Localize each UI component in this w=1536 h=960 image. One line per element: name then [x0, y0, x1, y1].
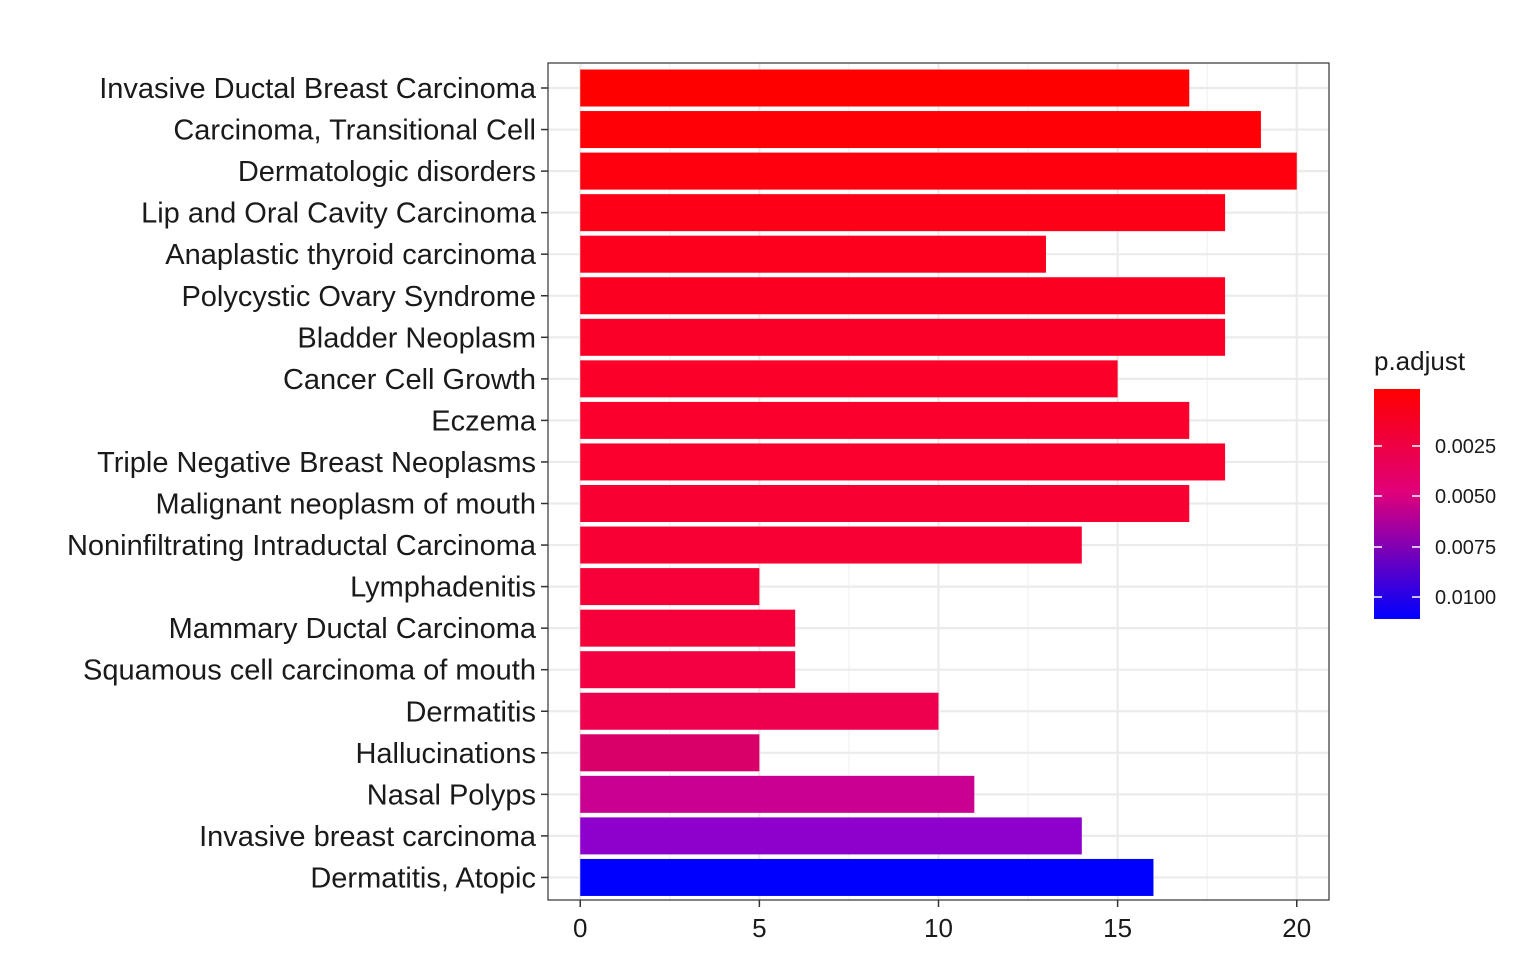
- x-tick-label: 15: [1103, 913, 1132, 943]
- y-tick-label: Eczema: [431, 405, 537, 437]
- y-tick-label: Anaplastic thyroid carcinoma: [165, 239, 537, 271]
- y-tick-label: Polycystic Ovary Syndrome: [181, 281, 536, 313]
- legend-colorbar: [1374, 389, 1420, 619]
- bar: [580, 235, 1046, 273]
- bar: [580, 401, 1190, 439]
- x-axis: 0 5 10 15 20: [573, 900, 1311, 943]
- bar: [580, 485, 1190, 522]
- bar: [580, 318, 1226, 356]
- y-tick-label: Squamous cell carcinoma of mouth: [83, 655, 536, 687]
- y-tick-label: Triple Negative Breast Neoplasms: [97, 447, 536, 479]
- y-tick-label: Malignant neoplasm of mouth: [156, 489, 536, 521]
- y-tick-label: Hallucinations: [355, 738, 536, 770]
- bar: [580, 651, 796, 689]
- x-tick-label: 20: [1282, 913, 1311, 943]
- y-tick-label: Carcinoma, Transitional Cell: [173, 115, 536, 147]
- y-tick-label: Invasive Ductal Breast Carcinoma: [99, 73, 537, 105]
- bar: [580, 194, 1226, 232]
- bar: [580, 568, 760, 606]
- bar: [580, 609, 796, 647]
- x-tick-label: 0: [573, 913, 587, 943]
- y-tick-label: Dermatitis, Atopic: [310, 862, 536, 894]
- y-tick-label: Invasive breast carcinoma: [199, 821, 537, 853]
- legend-label: 0.0100: [1435, 587, 1496, 609]
- bar: [580, 360, 1118, 398]
- y-tick-label: Dermatologic disorders: [238, 156, 536, 188]
- bar: [580, 526, 1082, 564]
- bar: [580, 775, 975, 813]
- bar: [580, 692, 939, 730]
- bar: [580, 152, 1297, 190]
- bar: [580, 111, 1261, 149]
- bar: [580, 734, 760, 772]
- y-tick-label: Bladder Neoplasm: [297, 322, 536, 354]
- y-tick-label: Noninfiltrating Intraductal Carcinoma: [67, 530, 537, 562]
- color-legend: p.adjust 0.0025 0.0050 0.0075 0.0100: [1374, 346, 1496, 619]
- bar: [580, 69, 1190, 107]
- y-tick-label: Dermatitis: [405, 696, 536, 728]
- y-tick-label: Nasal Polyps: [367, 779, 536, 811]
- bar: [580, 443, 1226, 481]
- legend-label: 0.0025: [1435, 436, 1496, 458]
- x-tick-label: 10: [924, 913, 953, 943]
- x-tick-label: 5: [752, 913, 766, 943]
- bar: [580, 858, 1154, 896]
- y-tick-label: Mammary Ductal Carcinoma: [169, 613, 537, 645]
- legend-label: 0.0050: [1435, 486, 1496, 508]
- y-axis: Invasive Ductal Breast Carcinoma Carcinom…: [67, 73, 548, 894]
- bar: [580, 277, 1226, 315]
- bar: [580, 817, 1082, 855]
- y-tick-label: Lip and Oral Cavity Carcinoma: [141, 198, 537, 230]
- legend-title: p.adjust: [1374, 346, 1466, 376]
- y-tick-label: Cancer Cell Growth: [283, 364, 536, 396]
- legend-label: 0.0075: [1435, 537, 1496, 559]
- bars: [580, 69, 1297, 896]
- y-tick-label: Lymphadenitis: [350, 572, 536, 604]
